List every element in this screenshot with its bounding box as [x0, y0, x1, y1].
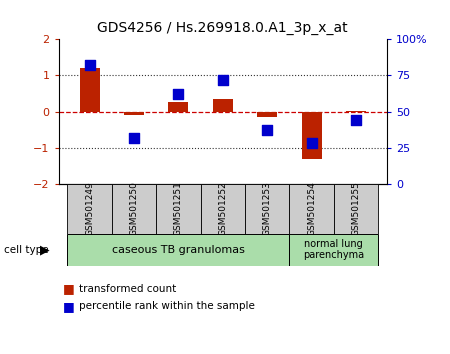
Bar: [124, 112, 144, 115]
Text: ▶: ▶: [40, 243, 49, 256]
Bar: [346, 111, 366, 112]
Bar: [168, 102, 189, 112]
Text: GSM501251: GSM501251: [174, 181, 183, 236]
Text: GSM501255: GSM501255: [351, 181, 360, 236]
Title: GDS4256 / Hs.269918.0.A1_3p_x_at: GDS4256 / Hs.269918.0.A1_3p_x_at: [98, 21, 348, 35]
Bar: [334, 184, 378, 234]
Point: [130, 135, 138, 141]
Bar: [213, 99, 233, 112]
Text: GSM501250: GSM501250: [130, 181, 139, 236]
Text: caseous TB granulomas: caseous TB granulomas: [112, 245, 245, 255]
Text: GSM501253: GSM501253: [263, 181, 272, 236]
Point: [308, 141, 315, 146]
Bar: [112, 184, 156, 234]
Point: [352, 118, 360, 123]
Point: [219, 77, 226, 82]
Text: GSM501254: GSM501254: [307, 182, 316, 236]
Bar: [289, 234, 378, 266]
Text: normal lung
parenchyma: normal lung parenchyma: [303, 239, 364, 261]
Bar: [245, 184, 289, 234]
Bar: [257, 112, 277, 117]
Point: [86, 62, 93, 68]
Text: percentile rank within the sample: percentile rank within the sample: [79, 301, 255, 311]
Bar: [80, 68, 99, 112]
Bar: [156, 184, 201, 234]
Text: ■: ■: [63, 282, 75, 295]
Point: [175, 91, 182, 97]
Text: transformed count: transformed count: [79, 284, 176, 293]
Text: GSM501249: GSM501249: [85, 182, 94, 236]
Bar: [289, 184, 334, 234]
Bar: [68, 184, 112, 234]
Point: [264, 127, 271, 133]
Bar: [68, 234, 289, 266]
Text: GSM501252: GSM501252: [218, 182, 227, 236]
Bar: [201, 184, 245, 234]
Text: cell type: cell type: [4, 245, 49, 255]
Bar: [302, 112, 321, 159]
Text: ■: ■: [63, 300, 75, 313]
